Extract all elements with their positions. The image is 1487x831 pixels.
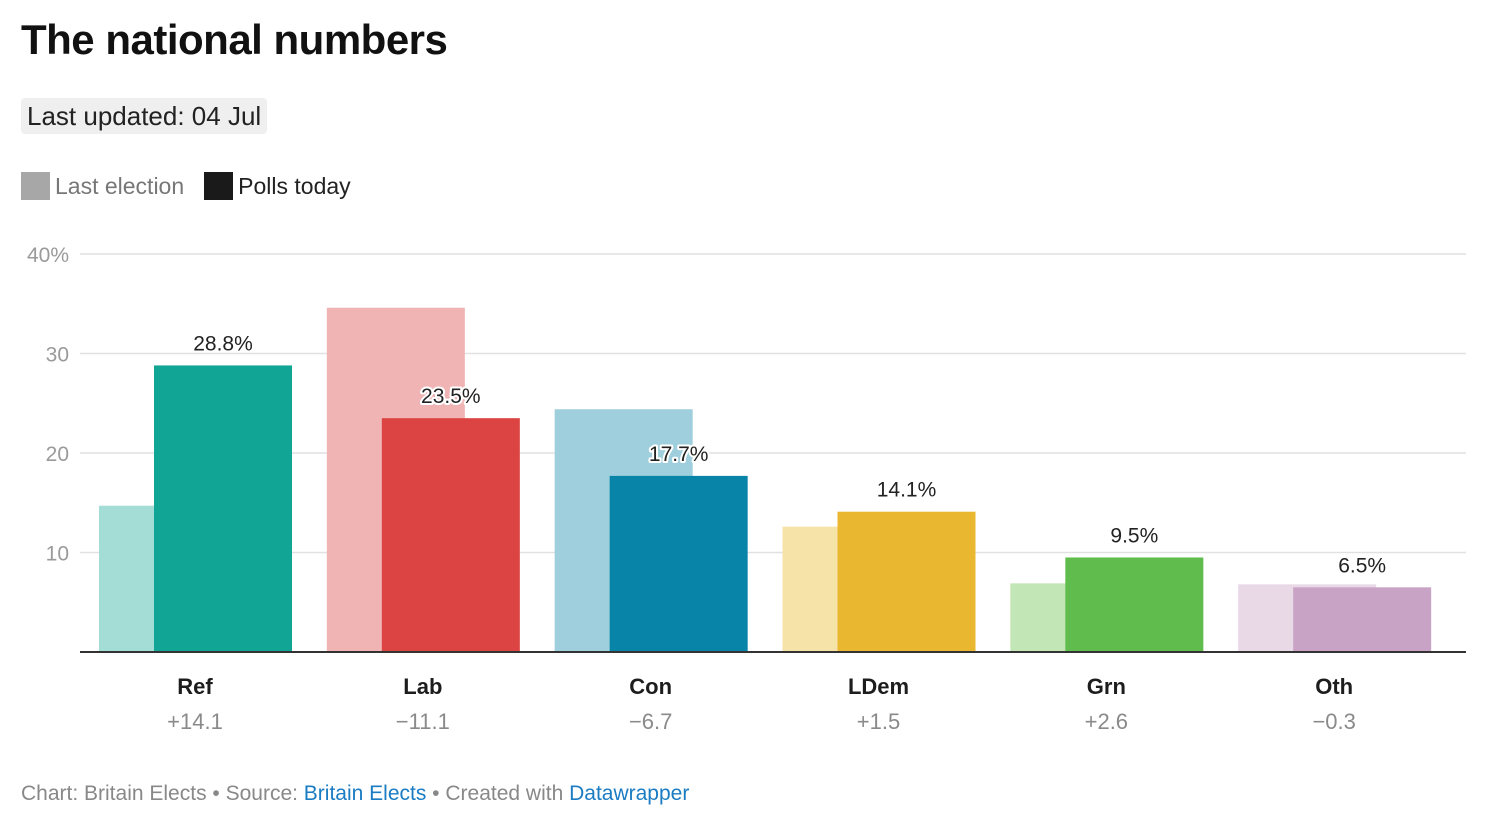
- legend: Last election Polls today: [21, 172, 371, 200]
- chart-footer: Chart: Britain Elects • Source: Britain …: [21, 782, 689, 806]
- y-tick-label: 10: [46, 543, 69, 566]
- footer-credit: Chart: Britain Elects • Source:: [21, 782, 304, 805]
- bar-polls-today: [609, 475, 748, 652]
- change-label: −6.7: [629, 709, 672, 734]
- x-tick-label: LDem: [848, 674, 909, 699]
- chart-title: The national numbers: [21, 16, 448, 63]
- x-tick-label: Lab: [403, 674, 442, 699]
- bar-polls-today: [381, 418, 520, 652]
- legend-label-polls-today: Polls today: [238, 172, 351, 199]
- data-label: 9.5%: [1110, 524, 1158, 547]
- bar-chart: 10 20 30 40% 28.8% Ref +14.1 23.5% Lab −11.1 17.7%…: [27, 244, 1466, 734]
- data-label: 28.8%: [193, 332, 253, 355]
- datawrapper-link[interactable]: Datawrapper: [569, 782, 690, 805]
- footer-created: • Created with: [426, 782, 570, 805]
- data-label: 6.5%: [1338, 554, 1386, 577]
- change-label: +1.5: [857, 709, 900, 734]
- x-tick-label: Oth: [1315, 674, 1353, 699]
- x-tick-label: Ref: [177, 674, 213, 699]
- legend-item-last-election: Last election: [21, 172, 184, 200]
- data-label: 17.7%: [649, 443, 709, 466]
- change-label: −11.1: [396, 709, 450, 734]
- legend-swatch-polls-today: [204, 172, 234, 200]
- x-tick-label: Con: [629, 674, 672, 699]
- y-tick-label: 30: [46, 344, 69, 367]
- change-label: +14.1: [167, 709, 223, 734]
- bar-polls-today: [154, 365, 292, 652]
- y-tick-label: 20: [46, 443, 69, 466]
- legend-item-polls-today: Polls today: [204, 172, 351, 200]
- source-link[interactable]: Britain Elects: [303, 782, 427, 805]
- legend-label-last-election: Last election: [55, 172, 185, 199]
- data-label: 23.5%: [421, 385, 481, 408]
- change-label: −0.3: [1312, 709, 1355, 734]
- data-label: 14.1%: [877, 479, 937, 502]
- bar-polls-today: [1065, 557, 1204, 652]
- bar-polls-today: [837, 511, 976, 652]
- legend-swatch-last-election: [21, 172, 50, 200]
- bar-polls-today: [1293, 587, 1432, 652]
- change-label: +2.6: [1085, 709, 1128, 734]
- x-tick-label: Grn: [1087, 674, 1126, 699]
- y-tick-label: 40%: [27, 244, 69, 267]
- last-updated-badge: Last updated: 04 Jul: [21, 98, 268, 134]
